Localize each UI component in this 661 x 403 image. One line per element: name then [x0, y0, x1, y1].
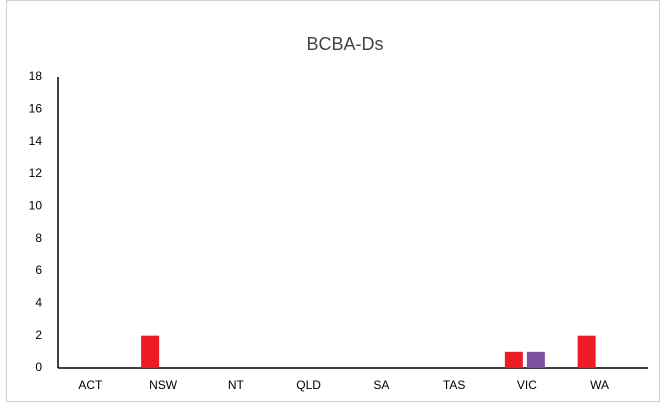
y-tick-label: 16 [29, 102, 43, 116]
x-tick-label: SA [373, 378, 389, 392]
y-tick-label: 18 [29, 69, 43, 83]
x-tick-label: NT [228, 378, 245, 392]
y-tick-label: 12 [29, 166, 43, 180]
y-tick-label: 0 [35, 360, 42, 374]
chart-title: BCBA-Ds [306, 34, 383, 54]
x-tick-label: WA [590, 378, 609, 392]
y-tick-label: 2 [35, 328, 42, 342]
y-tick-label: 14 [29, 134, 43, 148]
y-tick-label: 6 [35, 263, 42, 277]
y-tick-label: 4 [35, 296, 42, 310]
x-tick-label: NSW [149, 378, 178, 392]
bar [526, 351, 545, 368]
x-tick-label: ACT [78, 378, 103, 392]
y-tick-label: 10 [29, 199, 43, 213]
x-tick-label: TAS [443, 378, 465, 392]
x-tick-label: QLD [296, 378, 321, 392]
bar [141, 335, 160, 368]
y-tick-label: 8 [35, 231, 42, 245]
bar [504, 351, 523, 368]
bar [577, 335, 596, 368]
x-tick-label: VIC [517, 378, 537, 392]
chart-frame [6, 0, 660, 402]
